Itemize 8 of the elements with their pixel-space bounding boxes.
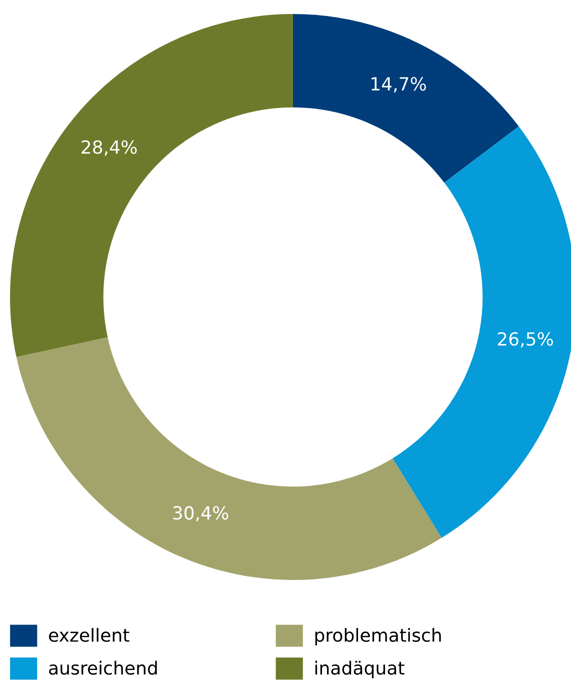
data-label: 30,4%: [173, 506, 228, 522]
legend-label: inadäquat: [315, 660, 404, 678]
legend-label: exzellent: [48, 628, 130, 642]
data-label: 26,5%: [498, 332, 553, 348]
data-label: 14,7%: [372, 77, 426, 93]
data-label: 28,4%: [82, 140, 137, 156]
legend-label: problematisch: [315, 628, 441, 646]
legend-label: ausreichend: [49, 660, 157, 675]
